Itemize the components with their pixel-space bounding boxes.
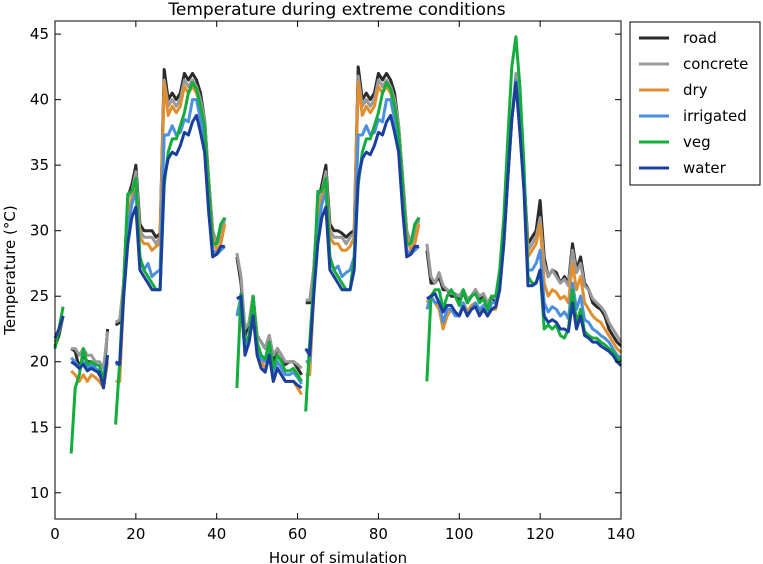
- legend: road concrete dry irrigated veg water: [629, 21, 761, 186]
- series-line-water-segment-3: [236, 294, 303, 390]
- y-tick-label: 15: [30, 418, 49, 436]
- series-line-water-segment-5: [426, 81, 623, 367]
- series-line-veg-segment-1: [69, 347, 110, 454]
- y-tick-label: 30: [30, 222, 49, 240]
- chart-title: Temperature during extreme conditions: [167, 0, 505, 20]
- series-line-water-segment-1: [70, 355, 110, 390]
- plot-frame: [54, 20, 622, 520]
- y-tick-label: 40: [30, 91, 49, 109]
- series-line-veg-segment-5: [425, 35, 623, 382]
- y-tick-label: 25: [30, 287, 49, 305]
- series-line-concrete-segment-1: [71, 331, 110, 370]
- x-tick-label: 140: [607, 525, 636, 543]
- y-tick-label: 35: [30, 156, 49, 174]
- series-layer: [53, 35, 623, 454]
- x-tick-label: 0: [50, 525, 60, 543]
- x-axis-label: Hour of simulation: [269, 549, 407, 564]
- y-tick-label: 45: [30, 25, 49, 43]
- y-axis-label: Temperature (°C): [1, 205, 19, 335]
- series-line-water-segment-2: [114, 113, 225, 366]
- series-line-veg-segment-2: [114, 81, 227, 425]
- x-tick-label: 40: [207, 525, 226, 543]
- series-line-concrete-segment-3: [235, 252, 303, 370]
- x-tick-label: 80: [369, 525, 388, 543]
- tick-layer: 0 20 40 60 80 100 120 140 10 15 20 25 30 35 40 45: [30, 21, 635, 543]
- y-tick-label: 10: [30, 484, 49, 502]
- y-tick-label: 20: [30, 353, 49, 371]
- x-tick-label: 20: [126, 525, 145, 543]
- legend-label-road: road: [683, 29, 717, 47]
- legend-label-veg: veg: [683, 133, 711, 151]
- series-line-water-segment-0: [53, 315, 65, 339]
- series-line-water-segment-4: [304, 113, 419, 357]
- legend-label-water: water: [683, 159, 727, 177]
- series-line-veg-segment-3: [235, 292, 303, 388]
- series-line-irrigated-segment-3: [305, 98, 420, 364]
- legend-frame: [629, 21, 761, 186]
- legend-label-irrigated: irrigated: [683, 107, 747, 125]
- x-tick-label: 100: [445, 525, 474, 543]
- legend-label-concrete: concrete: [683, 55, 748, 73]
- series-line-irrigated-segment-1: [115, 98, 226, 366]
- x-tick-label: 120: [526, 525, 555, 543]
- series-line-veg-segment-4: [304, 81, 421, 412]
- x-tick-label: 60: [288, 525, 307, 543]
- series-line-dry-segment-3: [305, 81, 421, 377]
- legend-label-dry: dry: [683, 81, 708, 99]
